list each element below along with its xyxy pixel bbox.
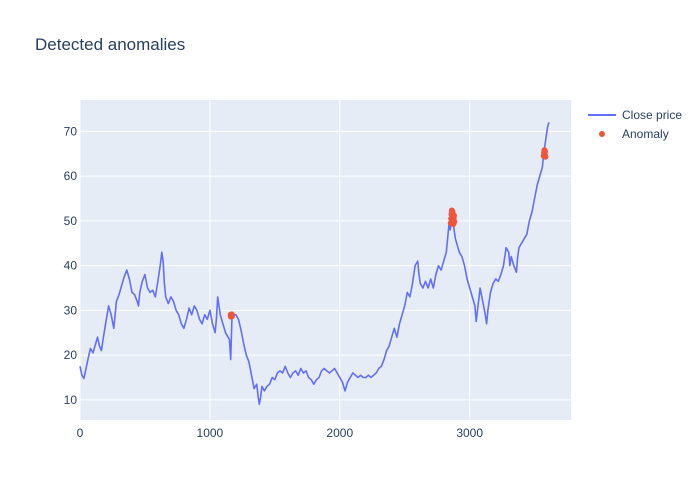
x-tick-label: 3000 [456, 426, 483, 440]
chart-title: Detected anomalies [35, 35, 185, 54]
anomaly-point [451, 212, 457, 219]
y-tick-label: 60 [64, 169, 78, 183]
legend[interactable]: Close price Anomaly [588, 108, 682, 141]
x-tick-label: 0 [77, 426, 84, 440]
y-tick-label: 20 [64, 348, 78, 362]
anomaly-point [542, 148, 548, 155]
anomaly-point [542, 153, 549, 160]
x-axis-ticks: 0 1000 2000 3000 [77, 426, 484, 440]
legend-item[interactable]: Close price [588, 108, 682, 122]
anomaly-point [451, 218, 458, 225]
legend-item[interactable]: Anomaly [599, 127, 669, 141]
y-tick-label: 10 [64, 393, 78, 407]
y-axis-ticks: 10 20 30 40 50 60 70 [64, 124, 78, 407]
series-layer [79, 122, 550, 406]
anomaly-point [229, 313, 235, 320]
y-tick-label: 50 [64, 214, 78, 228]
legend-label: Close price [622, 108, 682, 122]
x-tick-label: 2000 [326, 426, 353, 440]
series-line-close-price [79, 122, 550, 406]
x-tick-label: 1000 [197, 426, 224, 440]
plot-area [80, 100, 571, 420]
y-tick-label: 30 [64, 303, 78, 317]
y-tick-label: 40 [64, 259, 78, 273]
y-tick-label: 70 [64, 124, 78, 138]
legend-marker-swatch [599, 131, 605, 137]
gridlines [79, 100, 571, 420]
legend-label: Anomaly [622, 127, 669, 141]
